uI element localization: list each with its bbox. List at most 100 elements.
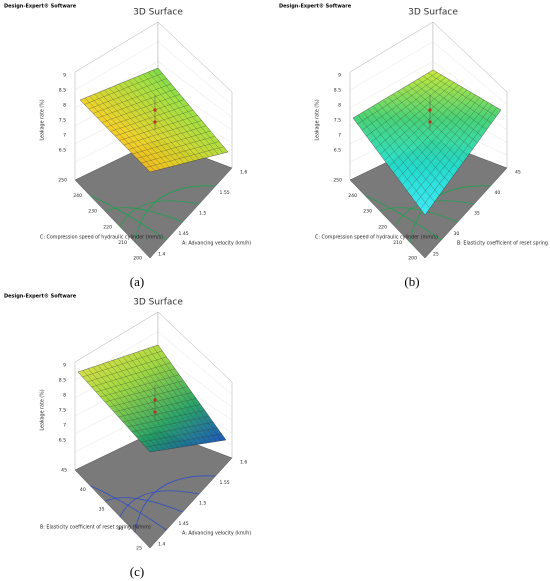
z-tick-label: 6.5 — [334, 148, 341, 154]
z-tick-label: 8 — [338, 103, 341, 109]
right-tick-label: 1.6 — [240, 170, 247, 176]
right-tick-label: 1.4 — [158, 252, 165, 258]
z-tick-label: 8 — [63, 393, 66, 399]
surface-grid — [132, 130, 211, 155]
z-axis-label: Leakage rate (%) — [315, 99, 321, 140]
left-tick-label: 250 — [333, 178, 342, 184]
right-tick-label: 45 — [515, 170, 521, 176]
right-tick-label: 1.6 — [240, 460, 247, 466]
surface-grid — [118, 398, 197, 418]
contour — [89, 485, 167, 531]
contour — [119, 200, 200, 227]
left-tick-label: 220 — [103, 224, 112, 230]
surface — [79, 67, 229, 173]
right-tick-label: 1.4 — [158, 542, 165, 548]
contour — [89, 195, 167, 241]
z-tick-label: 8.5 — [334, 88, 341, 94]
z-tick-label: 7 — [338, 133, 341, 139]
surface-grid — [143, 73, 214, 156]
wall-grid — [157, 331, 233, 395]
panel: Design-Expert® Software 3D Surface 9 8.5 8 7.… — [279, 4, 550, 289]
surface-grid — [411, 102, 489, 197]
wall-grid — [432, 41, 508, 105]
z-axis-label: Leakage rate (%) — [40, 389, 46, 430]
caption: (c) — [130, 564, 144, 579]
surface-grid — [388, 89, 468, 167]
surface-grid — [397, 94, 476, 179]
surface-grid — [137, 351, 208, 444]
software-label: Design-Expert® Software — [4, 4, 77, 10]
z-tick-label: 8.5 — [59, 378, 66, 384]
left-tick-label: 210 — [118, 240, 127, 246]
contour — [364, 195, 442, 241]
z-tick-label: 6.5 — [59, 148, 66, 154]
right-tick-label: 1.55 — [220, 480, 230, 486]
left-tick-label: 250 — [58, 178, 67, 184]
surface-grid — [152, 346, 222, 441]
surface-grid — [131, 416, 210, 433]
design-point — [153, 108, 157, 112]
left-tick-label: 30 — [117, 526, 123, 532]
surface-grid — [136, 136, 215, 159]
software-label: Design-Expert® Software — [4, 294, 77, 300]
wall-grid — [349, 41, 434, 91]
surface-grid — [140, 428, 218, 443]
surface-grid — [138, 75, 209, 158]
surface-grid — [147, 348, 217, 442]
right-tick-label: 1.5 — [199, 501, 206, 507]
surface-grid — [412, 81, 483, 137]
left-axis-label: B: Elasticity coefficient of reset sprin… — [40, 525, 151, 531]
left-tick-label: 210 — [393, 240, 402, 246]
z-tick-label: 7 — [63, 423, 66, 429]
surface-grid — [417, 78, 487, 130]
surface-grid — [402, 97, 480, 185]
panel: Design-Expert® Software 3D Surface 9 8.5 8 7.… — [4, 294, 251, 579]
right-tick-label: 35 — [474, 211, 480, 217]
surface — [352, 69, 502, 216]
left-tick-label: 230 — [88, 209, 97, 215]
surface-grid — [123, 120, 202, 146]
left-tick-label: 200 — [408, 256, 417, 262]
surface-grid — [402, 87, 473, 150]
z-tick-label: 7.5 — [59, 408, 66, 414]
z-tick-label: 6.5 — [59, 438, 66, 444]
surface-grid — [142, 349, 212, 443]
surface-grid — [427, 72, 497, 117]
right-tick-label: 1.45 — [179, 521, 189, 527]
z-tick-label: 8.5 — [59, 88, 66, 94]
surface-grid — [122, 356, 193, 446]
panel-title: 3D Surface — [408, 8, 458, 18]
design-point — [153, 120, 157, 124]
left-tick-label: 25 — [136, 546, 142, 552]
z-tick-label: 9 — [338, 73, 341, 79]
design-point — [153, 398, 157, 402]
panel: Design-Expert® Software 3D Surface 9 8.5 8 7.… — [4, 4, 251, 289]
z-tick-label: 7 — [63, 133, 66, 139]
caption: (b) — [404, 274, 419, 289]
design-point — [428, 120, 432, 124]
software-label: Design-Expert® Software — [279, 4, 352, 10]
right-axis-label: B: Elasticity coefficient of reset sprin… — [457, 241, 550, 247]
contour — [119, 490, 200, 517]
contour — [134, 185, 216, 243]
surface-grid — [145, 433, 222, 448]
surface-grid — [123, 81, 194, 161]
right-tick-label: 1.5 — [199, 211, 206, 217]
surface-grid — [145, 146, 224, 168]
right-tick-label: 25 — [433, 252, 439, 258]
wall-grid — [74, 41, 159, 91]
surface-grid — [415, 104, 493, 203]
contour — [134, 475, 216, 533]
panel-title: 3D Surface — [133, 8, 183, 18]
surface-grid — [122, 404, 201, 423]
surface-grid — [148, 71, 219, 155]
surface-grid — [133, 77, 204, 159]
z-tick-label: 9 — [63, 73, 66, 79]
wall-grid — [157, 41, 233, 105]
right-tick-label: 1.55 — [220, 190, 230, 196]
floor — [74, 429, 233, 549]
surface-grid — [128, 79, 199, 160]
left-tick-label: 35 — [99, 507, 105, 513]
surface-grid — [420, 107, 497, 210]
